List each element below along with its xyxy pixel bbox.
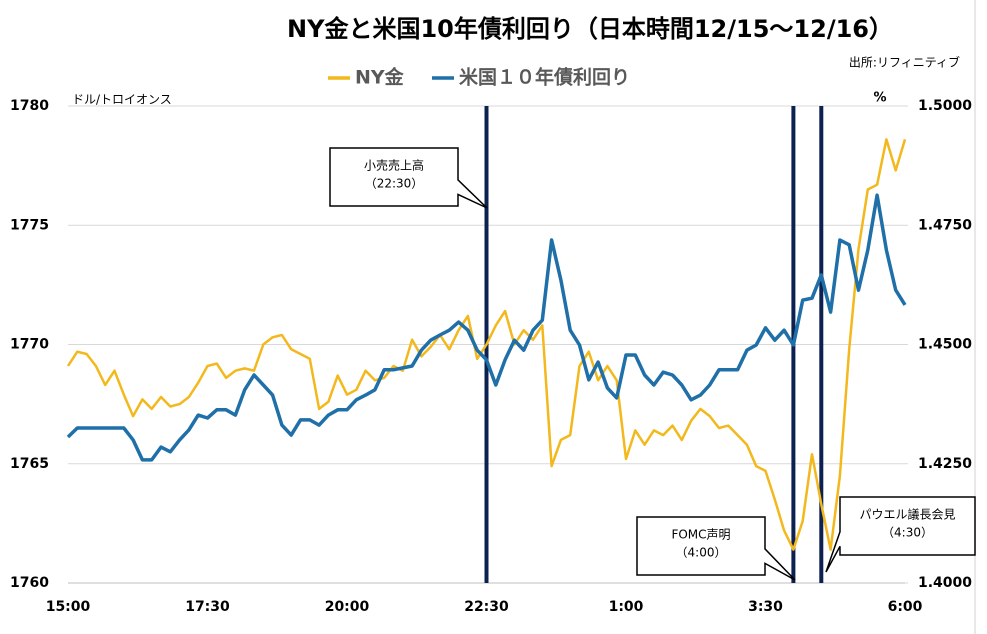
callout-box [329,147,488,209]
y-tick-label: 1780 [10,98,49,114]
chart-title: NY金と米国10年債利回り（日本時間12/15～12/16） [287,15,893,43]
x-tick-label: 6:00 [888,599,923,615]
x-tick-label: 20:00 [325,599,370,615]
callout-label: 小売売上高 [364,158,424,173]
y-tick-label: 1770 [10,337,49,353]
series-line [66,138,907,551]
y2-tick-label: 1.4250 [918,456,972,472]
y2-tick-label: 1.4750 [918,217,972,233]
y-tick-label: 1765 [10,456,49,472]
callout-time: （4:00） [676,546,727,560]
y2-axis-label: % [873,91,886,106]
x-tick-label: 3:30 [748,599,783,615]
y2-tick-label: 1.4500 [918,337,972,353]
x-tick-label: 15:00 [46,599,91,615]
y2-tick-label: 1.5000 [918,98,972,114]
callout-box [825,496,976,573]
callout-label: パウエル議長会見 [859,508,955,522]
callout-time: （4:30） [882,526,933,540]
callout-label: FOMC声明 [671,528,730,542]
series-line [66,193,907,462]
legend-label: NY金 [355,66,405,89]
y-axis-label: ドル/トロイオンス [72,93,172,107]
callout-time: （22:30） [365,177,424,191]
source: 出所:リフィニティブ [849,55,960,70]
x-tick-label: 17:30 [185,599,230,615]
x-tick-label: 1:00 [609,599,644,615]
callout-box [636,516,796,581]
legend-label: 米国１０年債利回り [459,66,630,89]
x-tick-label: 22:30 [464,599,509,615]
y-tick-label: 1775 [10,217,49,233]
y2-tick-label: 1.4000 [918,575,972,591]
y-tick-label: 1760 [10,575,49,591]
